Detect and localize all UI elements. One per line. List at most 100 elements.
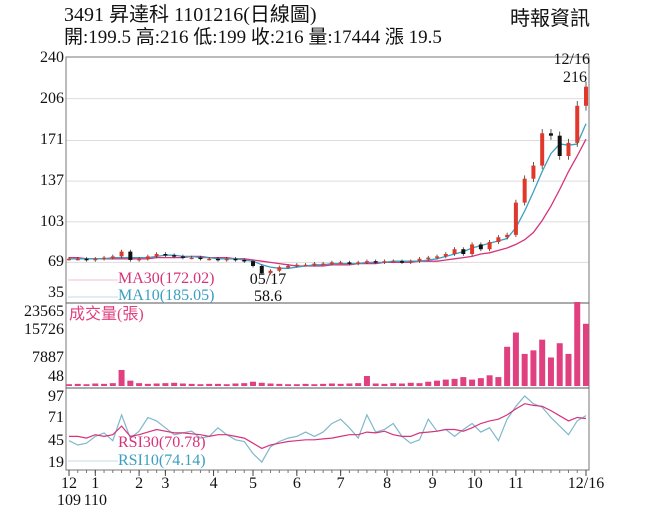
volume-bar <box>416 383 423 386</box>
candle <box>513 202 518 235</box>
volume-bar <box>504 346 511 386</box>
rsi-tick-label: 71 <box>48 409 64 427</box>
candle <box>566 142 571 156</box>
volume-bar <box>442 379 449 386</box>
volume-tick-label: 23565 <box>24 303 64 320</box>
candle <box>93 258 98 261</box>
candle <box>145 256 150 259</box>
candle <box>496 237 501 243</box>
volume-bar <box>162 383 169 386</box>
x-tick-label: 12 <box>61 475 77 492</box>
volume-bar <box>477 378 484 386</box>
volume-title: 成交量(張) <box>69 306 144 323</box>
last-value-label: 216 <box>563 69 587 86</box>
chart-title: 3491 昇達科 1101216(日線圖) <box>64 4 317 26</box>
price-tick-label: 35 <box>48 284 64 301</box>
candle <box>382 261 387 263</box>
ma10-line <box>69 123 587 269</box>
volume-bar <box>328 383 335 386</box>
x-tick-label: 10 <box>466 475 483 492</box>
x-tick-label: 1 <box>91 475 100 492</box>
candle <box>102 257 107 260</box>
volume-bar <box>83 384 90 386</box>
volume-bar <box>276 383 283 386</box>
price-tick-label: 103 <box>40 212 64 230</box>
volume-bar <box>486 375 493 386</box>
candle <box>268 270 273 274</box>
candle <box>373 261 378 263</box>
rsi30-legend: RSI30(70.78) <box>118 434 206 451</box>
candle <box>461 249 466 254</box>
candle <box>356 262 361 264</box>
x-tick-label: 12/16 <box>567 475 605 492</box>
x-tick-label: 2 <box>135 475 144 492</box>
candle <box>487 242 492 250</box>
price-tick-label: 206 <box>40 89 64 107</box>
volume-bar <box>66 384 72 386</box>
x-tick-label: 5 <box>249 475 258 492</box>
volume-bar <box>101 383 108 386</box>
candle <box>277 267 282 271</box>
rsi-tick-label: 19 <box>48 454 64 471</box>
rsi-tick-label: 97 <box>48 388 64 405</box>
x-tick-label: 4 <box>209 475 218 492</box>
volume-bar <box>521 353 528 386</box>
candle <box>207 258 212 261</box>
volume-bar <box>390 383 397 386</box>
candle <box>189 257 194 260</box>
candle <box>575 105 580 143</box>
volume-bar <box>547 357 554 386</box>
candle <box>426 257 431 260</box>
volume-bar <box>118 369 125 386</box>
volume-bar <box>355 383 362 386</box>
candle <box>251 261 256 266</box>
candle <box>163 254 168 256</box>
rsi-tick-label: 45 <box>48 431 64 449</box>
candle <box>505 234 510 238</box>
candle <box>443 254 448 257</box>
candle <box>548 133 553 136</box>
volume-bar <box>320 383 327 386</box>
candle <box>408 261 413 263</box>
rsi10-legend: RSI10(74.14) <box>118 452 206 469</box>
volume-bar <box>92 383 99 386</box>
volume-bar <box>144 383 151 386</box>
volume-bar <box>241 383 248 386</box>
volume-tick-label: 15726 <box>24 320 64 338</box>
x-tick-label: 6 <box>292 475 301 492</box>
ma30-line <box>69 138 587 267</box>
volume-bar <box>451 378 458 386</box>
candle <box>584 86 588 106</box>
volume-bar <box>460 377 467 386</box>
rsi10-line <box>68 395 587 464</box>
candle <box>557 135 562 156</box>
volume-bar <box>206 383 213 386</box>
x-tick-label: 11 <box>508 475 524 492</box>
candle <box>347 262 352 264</box>
volume-bar <box>223 384 230 386</box>
low-value-label: 58.6 <box>254 288 282 305</box>
volume-bar <box>495 377 502 386</box>
last-date-label: 12/16 <box>553 51 590 68</box>
volume-bar <box>171 382 178 386</box>
candle <box>180 256 185 258</box>
candle <box>198 257 203 260</box>
candle <box>329 262 334 264</box>
volume-bar <box>425 381 432 386</box>
volume-bar <box>363 376 370 386</box>
volume-bar <box>574 302 581 386</box>
rsi30-line <box>69 403 587 450</box>
candle <box>128 251 133 260</box>
volume-bar <box>407 382 414 386</box>
volume-bar <box>434 380 441 386</box>
candle <box>321 263 326 266</box>
volume-bar <box>539 339 546 386</box>
volume-bar <box>179 383 186 386</box>
volume-bar <box>109 383 116 386</box>
candle <box>84 258 89 261</box>
volume-bar <box>583 323 589 386</box>
volume-bar <box>311 384 318 386</box>
candle <box>172 255 177 257</box>
volume-bar <box>188 383 195 386</box>
